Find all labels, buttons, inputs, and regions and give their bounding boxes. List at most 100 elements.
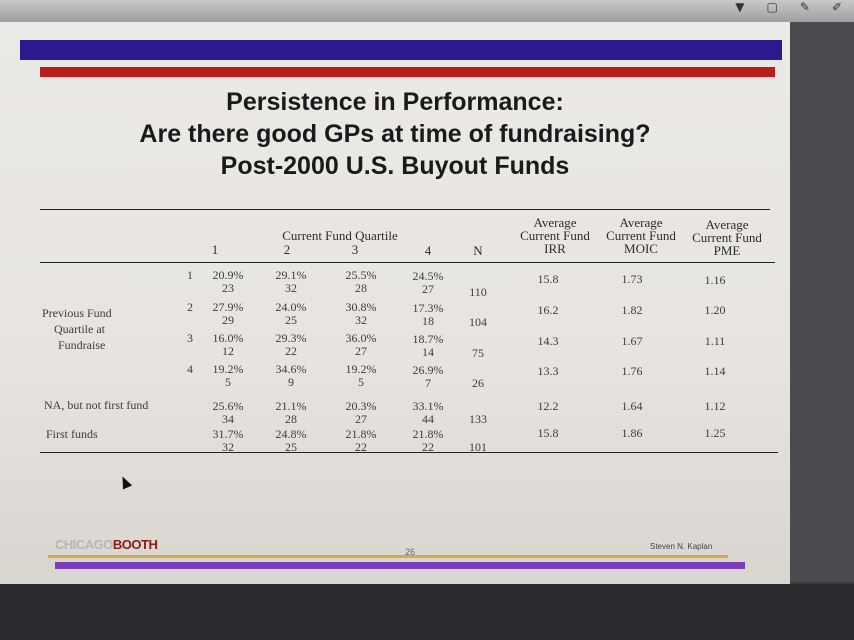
table-cell: 1.14 [704, 364, 726, 378]
table-cell: 29 [222, 313, 234, 327]
table-cell: 22 [285, 344, 297, 358]
slide-title: Persistence in Performance: Are there go… [95, 86, 695, 182]
current-fund-quartile-header: Current Fund Quartile [282, 228, 398, 243]
table-cell: 101 [469, 440, 487, 454]
table-cell: 110 [469, 285, 487, 299]
author-name: Steven N. Kaplan [650, 542, 713, 551]
slide: Persistence in Performance: Are there go… [0, 22, 790, 584]
col-header-q3: 3 [351, 242, 359, 257]
red-header-bar [40, 67, 775, 77]
table-cell: 1.82 [621, 303, 643, 317]
table-cell: 1.64 [621, 399, 643, 413]
table-cell: 29.1% [275, 268, 307, 282]
toolbar-icons: ▼ ▢ ✎ ✐ [735, 0, 842, 14]
row-group-label: Previous Fund Quartile at Fundraise [42, 306, 112, 352]
table-cell: 25 [285, 313, 297, 327]
table-cell: 5 [225, 375, 231, 389]
table-cell: 30.8% [345, 300, 377, 314]
row-label: 1 [187, 268, 193, 282]
page-number: 26 [405, 547, 416, 557]
table-cell: 19.2% [212, 362, 244, 376]
title-line-3: Post-2000 U.S. Buyout Funds [220, 152, 570, 180]
table-cell: 14 [422, 345, 434, 359]
table-cell: 27 [355, 412, 367, 426]
table-cell: 15.8 [537, 426, 559, 440]
table-cell: 1.16 [704, 273, 726, 287]
table-cell: 16.0% [212, 331, 244, 345]
table-cell: 26.9% [412, 363, 444, 377]
table-cell: 75 [472, 346, 484, 360]
col-header-q1: 1 [211, 242, 219, 257]
table-cell: 32 [222, 440, 234, 454]
table-cell: 1.12 [704, 399, 726, 413]
table-cell: 1.86 [621, 426, 643, 440]
table-cell: 21.8% [412, 427, 444, 441]
table-cell: 20.3% [345, 399, 377, 413]
mouse-cursor-icon [117, 474, 133, 490]
table-cell: 16.2 [537, 303, 559, 317]
table-cell: 33.1% [412, 399, 444, 413]
table-cell: 21.8% [345, 427, 377, 441]
highlighter-icon[interactable]: ✐ [831, 0, 842, 14]
title-line-1: Persistence in Performance: [226, 88, 564, 116]
table-cell: 36.0% [345, 331, 377, 345]
row-label: 4 [187, 362, 193, 376]
window-top-strip: ▼ ▢ ✎ ✐ [0, 0, 854, 22]
col-header-n: N [473, 243, 483, 258]
comment-icon[interactable]: ▢ [766, 0, 778, 14]
row-label: 3 [187, 331, 193, 345]
table-cell: 1.76 [621, 364, 643, 378]
table-cell: 25.6% [212, 399, 244, 413]
col-header-irr: Average Current Fund IRR [520, 215, 590, 256]
table-cell: 19.2% [345, 362, 377, 376]
table-cell: 1.67 [621, 334, 643, 348]
table-cell: 133 [469, 412, 487, 426]
table-cell: 1.73 [621, 272, 643, 286]
table-cell: 12.2 [537, 399, 559, 413]
col-header-moic: Average Current Fund MOIC [606, 215, 676, 256]
screen-right-edge [784, 22, 854, 582]
footer-purple-line [55, 562, 745, 569]
table-cell: 27 [422, 282, 434, 296]
table-cell: 14.3 [537, 334, 559, 348]
table-cell: 7 [425, 376, 431, 390]
row-label: 2 [187, 300, 193, 314]
table-cell: 22 [422, 440, 434, 454]
table-cell: 23 [222, 281, 234, 295]
table-cell: 17.3% [412, 301, 444, 315]
table-cell: 26 [472, 376, 484, 390]
table-cell: 18.7% [412, 332, 444, 346]
table-cell: 28 [355, 281, 367, 295]
table-cell: 27 [355, 344, 367, 358]
table-cell: 1.11 [704, 334, 726, 348]
blue-header-bar [20, 40, 782, 60]
table-cell: 13.3 [537, 364, 559, 378]
table-cell: 24.8% [275, 427, 307, 441]
table-cell: 25 [285, 440, 297, 454]
table-cell: 20.9% [212, 268, 244, 282]
table-cell: 22 [355, 440, 367, 454]
table-cell: 44 [422, 412, 434, 426]
table-cell: 12 [222, 344, 234, 358]
table-cell: 15.8 [537, 272, 559, 286]
table-cell: 29.3% [275, 331, 307, 345]
table-cell: 34 [222, 412, 234, 426]
pen-icon[interactable]: ✎ [799, 0, 810, 14]
table-cell: 34.6% [275, 362, 307, 376]
table-cell: 5 [358, 375, 364, 389]
title-line-2: Are there good GPs at time of fundraisin… [139, 120, 651, 148]
table-cell: 24.5% [412, 269, 444, 283]
row-label-first-funds: First funds [46, 427, 98, 441]
table-cell: 1.20 [704, 303, 726, 317]
table-cell: 31.7% [212, 427, 244, 441]
table-cell: 28 [285, 412, 297, 426]
table-cell: 104 [469, 315, 487, 329]
table-cell: 32 [285, 281, 297, 295]
monitor-bezel [0, 584, 854, 640]
table-cell: 27.9% [212, 300, 244, 314]
col-header-q2: 2 [283, 242, 291, 257]
table-header-rule [40, 262, 775, 263]
table-cell: 25.5% [345, 268, 377, 282]
table-cell: 9 [288, 375, 294, 389]
arrow-down-icon[interactable]: ▼ [735, 0, 745, 14]
